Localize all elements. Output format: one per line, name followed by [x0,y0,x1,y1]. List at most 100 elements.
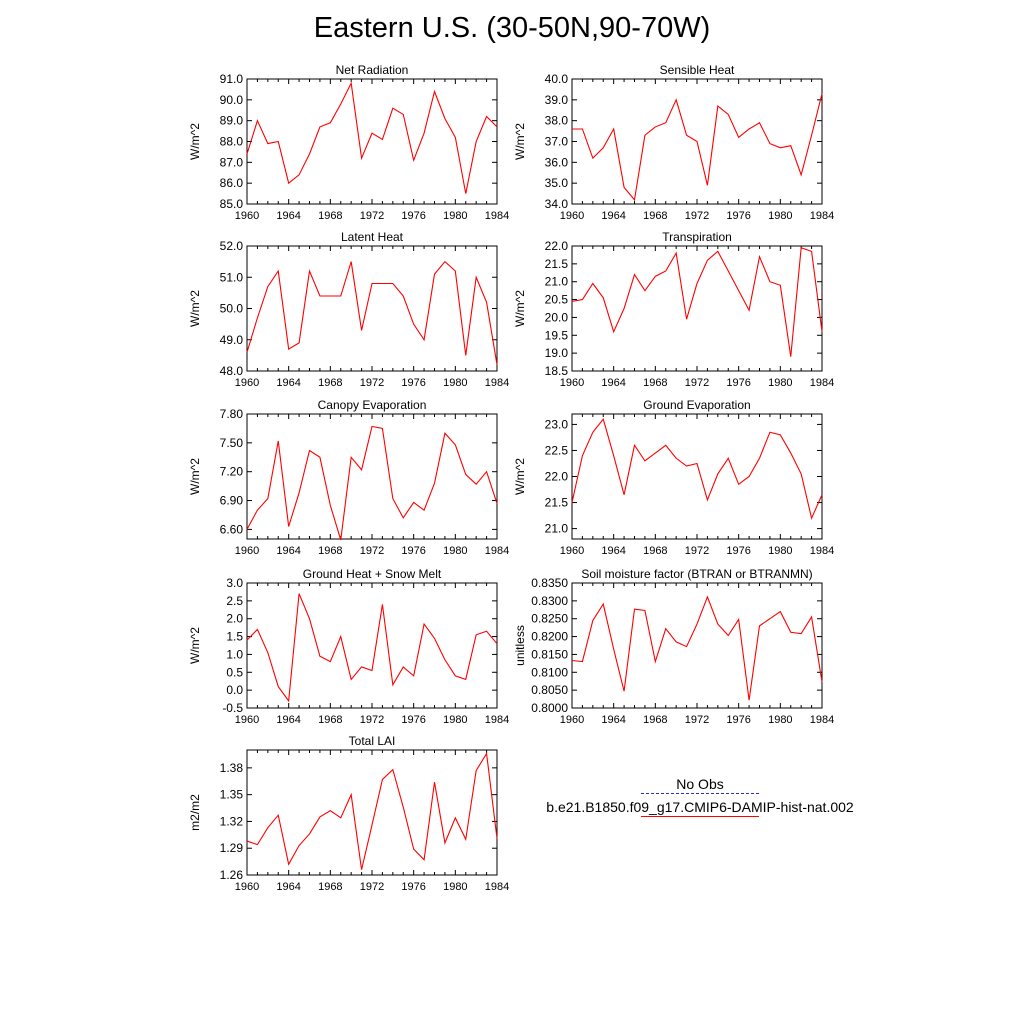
x-tick-label: 1980 [768,210,792,222]
x-tick-label: 1968 [643,377,667,389]
y-axis-label: W/m^2 [188,290,202,327]
x-tick-label: 1980 [443,210,467,222]
y-tick-label: 2.5 [226,594,243,608]
x-tick-label: 1960 [235,210,259,222]
x-tick-label: 1960 [560,210,584,222]
x-tick-label: 1980 [768,377,792,389]
y-tick-label: 21.0 [545,275,569,289]
y-tick-label: 6.60 [220,522,244,536]
x-tick-label: 1972 [685,545,709,557]
y-tick-label: 21.5 [545,496,569,510]
y-tick-label: 49.0 [220,333,244,347]
y-tick-label: 48.0 [220,364,244,378]
plot-frame [246,582,498,709]
y-tick-label: 22.5 [545,443,569,457]
x-tick-label: 1960 [560,377,584,389]
y-tick-label: 23.0 [545,417,569,431]
x-tick-label: 1980 [768,545,792,557]
x-tick-label: 1972 [360,377,384,389]
legend-model-label: b.e21.B1850.f09_g17.CMIP6-DAMIP-hist-nat… [546,799,854,815]
x-tick-label: 1964 [276,377,300,389]
x-tick-label: 1972 [685,714,709,726]
y-tick-label: 0.8300 [531,594,568,608]
x-tick-label: 1976 [401,545,425,557]
x-tick-label: 1964 [276,545,300,557]
x-tick-label: 1980 [768,714,792,726]
y-tick-label: 0.0 [226,683,243,697]
y-tick-label: 89.0 [220,114,244,128]
y-tick-label: 0.8200 [531,630,568,644]
x-tick-label: 1960 [235,377,259,389]
series-line-1 [246,751,498,870]
y-axis-label: W/m^2 [188,458,202,495]
x-tick-label: 1976 [401,881,425,893]
page-title: Eastern U.S. (30-50N,90-70W) [313,12,711,44]
y-tick-label: -0.5 [222,701,243,715]
x-tick-label: 1984 [485,545,509,557]
y-tick-label: 22.0 [545,470,569,484]
panel-title: Ground Evaporation [643,398,750,412]
y-tick-label: 6.90 [220,494,244,508]
x-tick-label: 1972 [360,545,384,557]
x-tick-label: 1968 [318,545,342,557]
y-tick-label: 0.8350 [531,576,568,590]
x-tick-label: 1984 [485,714,509,726]
y-axis-label: W/m^2 [188,123,202,160]
y-tick-label: 87.0 [220,155,244,169]
y-tick-label: 51.0 [220,270,244,284]
y-tick-label: 50.0 [220,302,244,316]
x-tick-label: 1976 [401,210,425,222]
x-tick-label: 1960 [560,714,584,726]
x-tick-label: 1972 [685,210,709,222]
series-line-1 [571,595,823,701]
x-tick-label: 1980 [443,881,467,893]
panel-1: 1960 1964 1968 1972 1976 1980 1984 85.0 86.0 87.0… [188,63,509,222]
panel-8: 1960 1964 1968 1972 1976 1980 1984 0.8000 0.8050… [513,567,834,726]
x-tick-label: 1984 [485,881,509,893]
x-tick-label: 1980 [443,377,467,389]
legend-model-swatch [641,816,759,817]
plot-frame [246,78,498,205]
y-tick-label: 0.8000 [531,701,568,715]
x-tick-label: 1984 [485,210,509,222]
x-tick-label: 1976 [726,545,750,557]
x-tick-label: 1968 [318,210,342,222]
y-tick-label: 0.8050 [531,683,568,697]
legend-obs-swatch [641,793,759,794]
y-tick-label: 1.26 [220,868,244,882]
plot-frame [571,245,823,372]
y-tick-label: 90.0 [220,93,244,107]
panel-3: 1960 1964 1968 1972 1976 1980 1984 48.0 49.0 50.0… [188,230,509,389]
y-tick-label: 37.0 [545,135,569,149]
y-axis-label: W/m^2 [513,123,527,160]
y-tick-label: 1.5 [226,630,243,644]
y-tick-label: 1.38 [220,761,244,775]
y-axis-label: unitless [513,625,527,666]
y-tick-label: 52.0 [220,239,244,253]
y-tick-label: 7.20 [220,465,244,479]
y-tick-label: 1.35 [220,788,244,802]
y-tick-label: 21.0 [545,522,569,536]
x-tick-label: 1964 [601,377,625,389]
y-tick-label: 91.0 [220,72,244,86]
panel-title: Sensible Heat [660,63,735,77]
x-tick-label: 1960 [235,881,259,893]
panel-4: 1960 1964 1968 1972 1976 1980 1984 18.5 19.0 19.5… [513,230,834,389]
y-tick-label: 3.0 [226,576,243,590]
y-tick-label: 39.0 [545,93,569,107]
series-line-1 [246,425,498,541]
x-tick-label: 1976 [726,377,750,389]
y-tick-label: 18.5 [545,364,569,378]
x-tick-label: 1972 [360,210,384,222]
y-tick-label: 0.5 [226,665,243,679]
series-line-1 [571,418,823,520]
y-tick-label: 0.8250 [531,612,568,626]
x-tick-label: 1976 [726,210,750,222]
x-tick-label: 1968 [318,377,342,389]
legend-obs-label: No Obs [676,776,724,792]
x-tick-label: 1964 [276,714,300,726]
panel-2: 1960 1964 1968 1972 1976 1980 1984 34.0 35.0 36.0… [513,63,834,222]
x-tick-label: 1980 [443,545,467,557]
x-tick-label: 1980 [443,714,467,726]
y-tick-label: 19.5 [545,328,569,342]
